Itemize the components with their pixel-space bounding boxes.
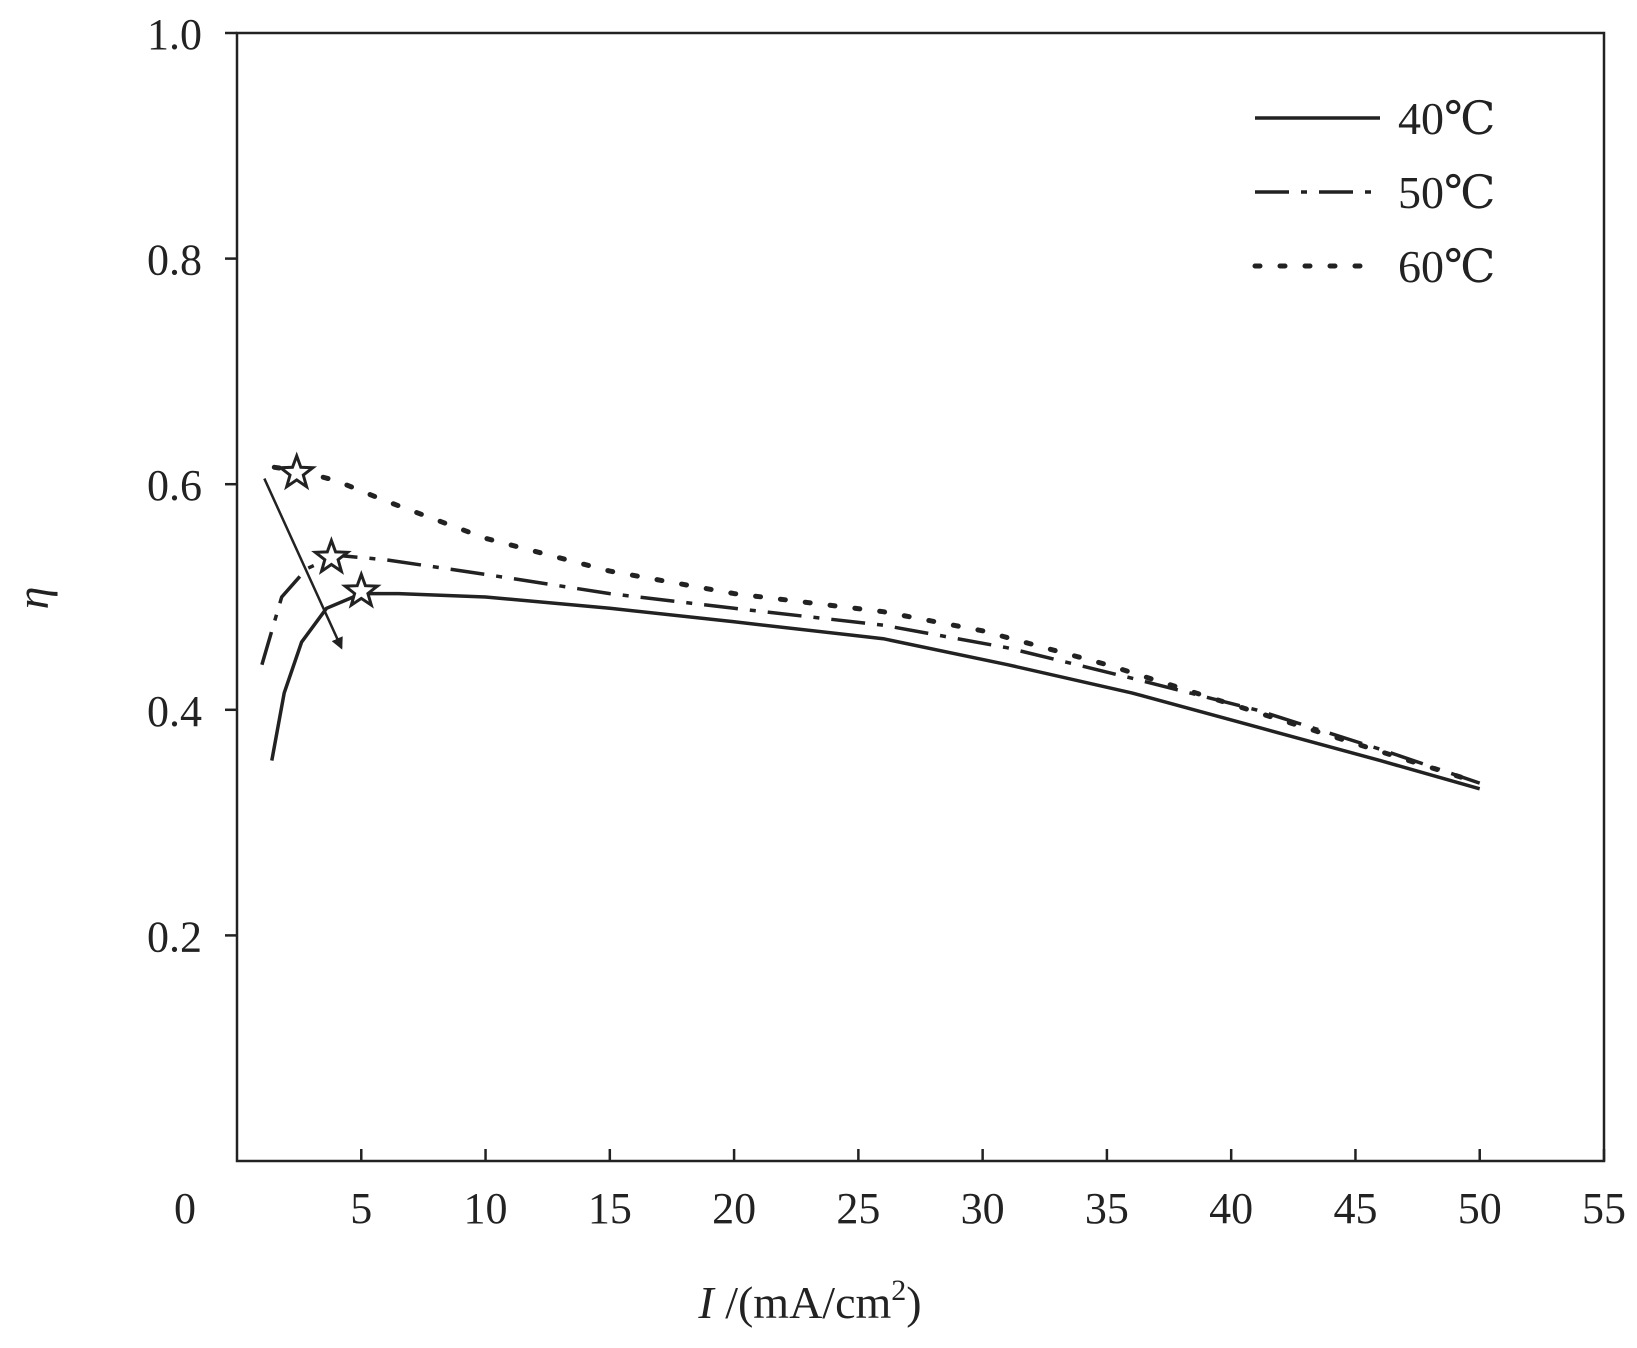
x-tick-label: 35	[1085, 1184, 1129, 1233]
x-axis-title-symbol: I	[697, 1277, 716, 1328]
y-tick-label: 0.6	[147, 461, 202, 510]
series-line-3	[271, 464, 1483, 786]
y-tick-label: 0.8	[147, 236, 202, 285]
legend-label-1: 40℃	[1398, 93, 1495, 144]
x-tick-label: 15	[588, 1184, 632, 1233]
series-line-1	[270, 591, 1481, 791]
x-tick-label: 45	[1333, 1184, 1377, 1233]
origin-label: 0	[174, 1184, 196, 1233]
y-axis-title: η	[7, 587, 58, 610]
x-axis-title-superscript: 2	[891, 1274, 906, 1307]
x-axis-title-close: )	[906, 1277, 921, 1328]
series-layer	[260, 464, 1483, 791]
x-axis-title-unit: /(mA/cm	[714, 1277, 892, 1328]
y-tick-label: 0.2	[147, 912, 202, 961]
x-tick-label: 30	[961, 1184, 1005, 1233]
series-line-2	[260, 553, 1481, 785]
peak-markers	[276, 451, 382, 609]
x-tick-label: 20	[712, 1184, 756, 1233]
plot-frame	[235, 31, 1606, 1163]
x-tick-label: 5	[350, 1184, 372, 1233]
x-tick-label: 50	[1458, 1184, 1502, 1233]
y-axis-ticks: 0.2 0.4 0.6 0.8 1.0	[147, 10, 237, 961]
legend-label-3: 60℃	[1398, 241, 1495, 292]
x-tick-label: 10	[464, 1184, 508, 1233]
x-tick-label: 55	[1582, 1184, 1626, 1233]
x-axis-title: I /(mA/cm2)	[697, 1274, 921, 1328]
legend: 40℃ 50℃ 60℃	[1252, 93, 1495, 292]
peak-star-marker	[276, 451, 317, 491]
peak-star-marker	[311, 536, 352, 575]
x-tick-label: 40	[1209, 1184, 1253, 1233]
peak-star-marker	[340, 570, 382, 609]
y-tick-label: 0.4	[147, 687, 202, 736]
legend-label-2: 50℃	[1398, 167, 1495, 218]
y-tick-label: 1.0	[147, 10, 202, 59]
x-axis-ticks: 5 10 15 20 25 30 35 40 45 50 55	[350, 1149, 1626, 1233]
trend-arrow	[263, 478, 343, 650]
x-tick-label: 25	[836, 1184, 880, 1233]
